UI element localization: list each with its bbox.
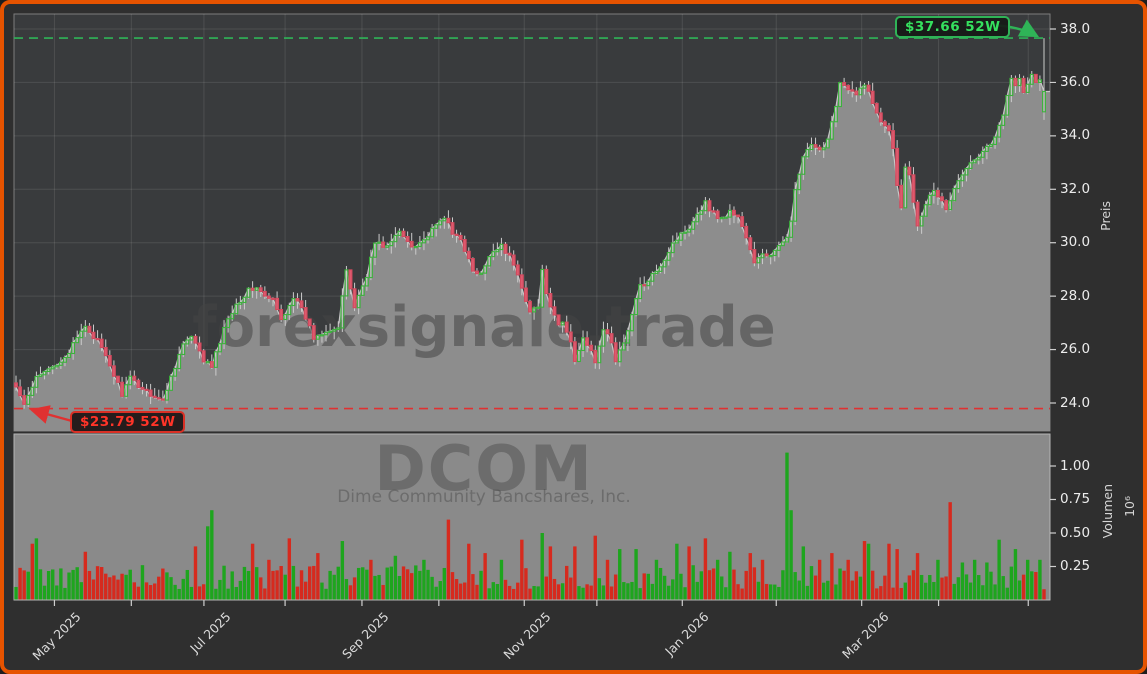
- volume-bars-layer: [14, 452, 1046, 600]
- price-tick-label: 28.0: [1060, 287, 1091, 304]
- high-52w-annotation: $37.66 52W: [895, 16, 1011, 38]
- low-52w-annotation: $23.79 52W: [70, 411, 186, 433]
- watermark-ticker: DCOM: [374, 432, 593, 505]
- tick-marks: [53, 28, 1056, 606]
- price-tick-label: 32.0: [1060, 180, 1091, 197]
- price-tick-label: 34.0: [1060, 127, 1091, 144]
- volume-tick-label: 0.50: [1060, 524, 1091, 541]
- price-tick-label: 26.0: [1060, 341, 1091, 358]
- price-tick-label: 24.0: [1060, 394, 1091, 411]
- price-tick-label: 38.0: [1060, 20, 1091, 37]
- watermark-site: forexsignale.trade: [192, 295, 776, 360]
- price-tick-label: 30.0: [1060, 234, 1091, 251]
- low-arrow: [29, 405, 73, 424]
- volume-axis-scale: 10⁶: [1122, 496, 1137, 517]
- price-axis-title: Preis: [1098, 201, 1113, 231]
- level-lines: [14, 37, 1050, 410]
- volume-tick-label: 0.25: [1060, 558, 1091, 574]
- candles-layer: [14, 38, 1046, 409]
- price-tick-label: 36.0: [1060, 73, 1091, 90]
- volume-tick-label: 0.75: [1060, 491, 1091, 507]
- watermark-company: Dime Community Bancshares, Inc.: [337, 487, 631, 507]
- volume-tick-label: 1.00: [1060, 457, 1091, 474]
